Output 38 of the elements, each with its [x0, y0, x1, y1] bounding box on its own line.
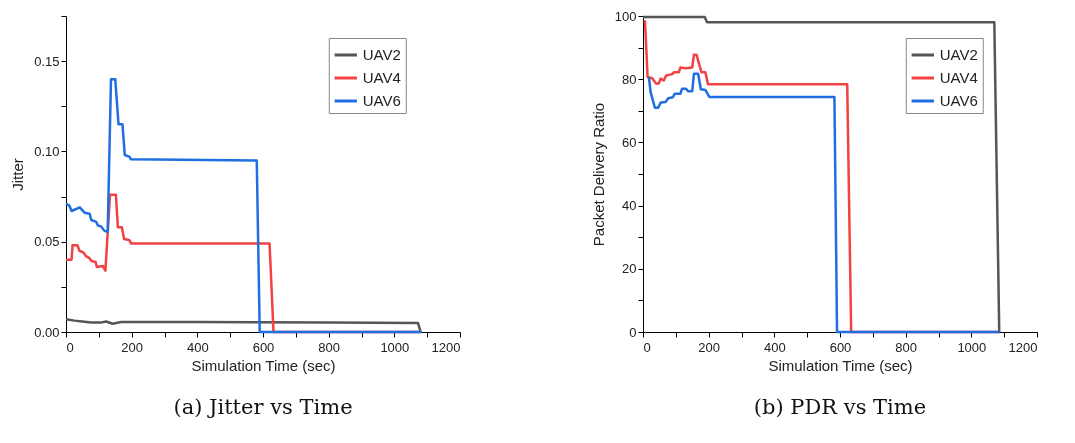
- x-tick-label: 0: [643, 339, 651, 355]
- x-tick-label: 1000: [380, 339, 410, 355]
- x-tick-label: 0: [66, 339, 74, 355]
- y-axis-title: Jitter: [9, 158, 27, 191]
- y-tick-label: 0.05: [34, 234, 60, 250]
- x-tick-label: 800: [895, 339, 918, 355]
- line-series: [64, 318, 422, 334]
- x-tick-label: 200: [698, 339, 721, 355]
- x-axis-title: Simulation Time (sec): [768, 356, 913, 374]
- line-series: [647, 72, 1001, 334]
- text: (a) Jitter vs Time: [173, 395, 353, 419]
- x-axis-title: Simulation Time (sec): [191, 356, 336, 374]
- x-tick-label: 800: [318, 339, 341, 355]
- x-tick-label: 200: [121, 339, 144, 355]
- legend-label: UAV4: [362, 69, 401, 86]
- legend-label: UAV6: [939, 92, 978, 109]
- x-tick-label: 400: [763, 339, 786, 355]
- x-tick-label: 400: [186, 339, 209, 355]
- text: (b) PDR vs Time: [753, 395, 927, 419]
- legend-label: UAV6: [362, 92, 401, 109]
- y-tick-label: 60: [622, 134, 637, 150]
- legend-label: UAV2: [362, 46, 401, 63]
- x-tick-label: 1200: [1008, 339, 1038, 355]
- x-tick-label: 1200: [431, 339, 461, 355]
- y-tick-label: 40: [622, 198, 637, 214]
- x-tick-label: 1000: [957, 339, 987, 355]
- y-tick-label: 80: [622, 71, 637, 87]
- y-tick-label: 0.00: [34, 324, 60, 340]
- legend-label: UAV2: [939, 46, 978, 63]
- y-tick-label: 0.15: [34, 53, 60, 69]
- x-tick-label: 600: [829, 339, 852, 355]
- x-tick-label: 600: [252, 339, 275, 355]
- legend-label: UAV4: [939, 69, 978, 86]
- y-tick-label: 100: [614, 8, 637, 24]
- y-tick-label: 0: [629, 324, 637, 340]
- y-tick-label: 20: [622, 261, 637, 277]
- y-axis-title: Packet Delivery Ratio: [589, 102, 607, 247]
- y-tick-label: 0.10: [34, 143, 60, 159]
